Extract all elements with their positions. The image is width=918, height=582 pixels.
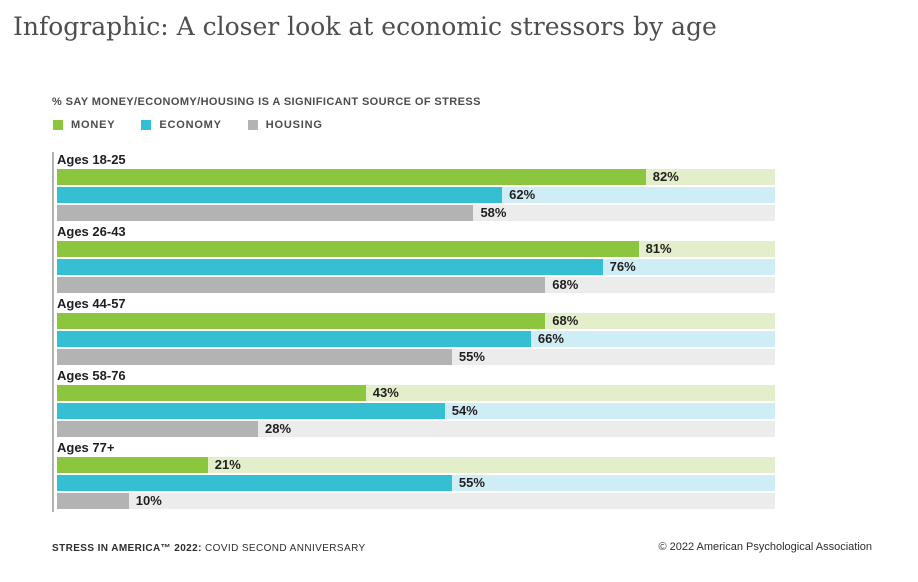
chart-subtitle: % SAY MONEY/ECONOMY/HOUSING IS A SIGNIFI…: [52, 96, 481, 108]
bar-housing: [57, 493, 129, 509]
bar-economy: [57, 331, 531, 347]
bar-track-money: 82%: [57, 169, 775, 185]
age-group-label: Ages 44-57: [57, 296, 126, 311]
bar-value-label: 62%: [509, 187, 536, 202]
bar-value-label: 55%: [458, 475, 485, 490]
bar-money: [57, 313, 546, 329]
bar-value-label: 58%: [480, 205, 507, 220]
legend-label: HOUSING: [265, 119, 323, 131]
bar-track-economy: 55%: [57, 475, 775, 491]
legend-label: ECONOMY: [159, 119, 222, 131]
page-title: Infographic: A closer look at economic s…: [13, 12, 717, 41]
bar-value-label: 81%: [645, 241, 672, 256]
bar-value-label: 55%: [458, 349, 485, 364]
legend-item-economy: ECONOMY: [141, 119, 221, 131]
legend-swatch-icon: [247, 120, 258, 130]
legend-swatch-icon: [53, 120, 63, 130]
bar-economy: [57, 187, 503, 203]
bar-housing: [57, 205, 474, 221]
bar-housing: [57, 277, 546, 293]
bar-track-money: 68%: [57, 313, 775, 329]
bar-money: [57, 241, 639, 257]
bar-money: [57, 385, 366, 401]
footer-copyright: © 2022 American Psychological Associatio…: [658, 541, 872, 553]
legend-swatch-icon: [141, 120, 152, 130]
age-group: Ages 18-25 82% 62% 58%: [57, 152, 775, 221]
bar-value-label: 68%: [552, 277, 579, 292]
bar-housing: [57, 421, 259, 437]
age-group: Ages 44-57 68% 66% 55%: [57, 296, 775, 365]
bar-value-label: 43%: [372, 385, 399, 400]
bar-economy: [57, 475, 452, 491]
bar-chart: Ages 18-25 82% 62% 58% Ages 26-43 81% 76% 68% Ag…: [52, 152, 775, 512]
bar-track-economy: 54%: [57, 403, 775, 419]
bar-track-economy: 76%: [57, 259, 775, 275]
bar-track-housing: 58%: [57, 205, 775, 221]
bar-track-money: 81%: [57, 241, 775, 257]
age-group-label: Ages 77+: [57, 440, 115, 455]
bar-track-money: 21%: [57, 457, 775, 473]
legend-label: MONEY: [71, 119, 116, 131]
bar-value-label: 82%: [652, 169, 679, 184]
bar-economy: [57, 259, 603, 275]
bar-value-label: 10%: [135, 493, 162, 508]
bar-value-label: 68%: [552, 313, 579, 328]
bar-money: [57, 169, 646, 185]
legend-item-money: MONEY: [53, 119, 115, 131]
bar-track-economy: 62%: [57, 187, 775, 203]
age-group: Ages 77+ 21% 55% 10%: [57, 440, 775, 509]
bar-track-housing: 68%: [57, 277, 775, 293]
chart-legend: MONEY ECONOMY HOUSING: [53, 119, 323, 131]
age-group: Ages 26-43 81% 76% 68%: [57, 224, 775, 293]
bar-track-housing: 28%: [57, 421, 775, 437]
footer-source-title: STRESS IN AMERICA™ 2022:: [52, 543, 202, 554]
age-group-label: Ages 58-76: [57, 368, 126, 383]
bar-value-label: 28%: [265, 421, 292, 436]
bar-value-label: 66%: [537, 331, 564, 346]
bar-housing: [57, 349, 452, 365]
bar-track-housing: 10%: [57, 493, 775, 509]
bar-value-label: 54%: [451, 403, 478, 418]
bar-track-economy: 66%: [57, 331, 775, 347]
age-group-label: Ages 18-25: [57, 152, 126, 167]
footer-source: STRESS IN AMERICA™ 2022: COVID SECOND AN…: [52, 543, 366, 554]
bar-money: [57, 457, 208, 473]
bar-value-label: 76%: [609, 259, 636, 274]
age-group-label: Ages 26-43: [57, 224, 126, 239]
legend-item-housing: HOUSING: [247, 119, 323, 131]
age-group: Ages 58-76 43% 54% 28%: [57, 368, 775, 437]
bar-value-label: 21%: [214, 457, 241, 472]
bar-track-housing: 55%: [57, 349, 775, 365]
bar-track-money: 43%: [57, 385, 775, 401]
bar-economy: [57, 403, 445, 419]
footer-source-subtitle: COVID SECOND ANNIVERSARY: [205, 543, 366, 554]
